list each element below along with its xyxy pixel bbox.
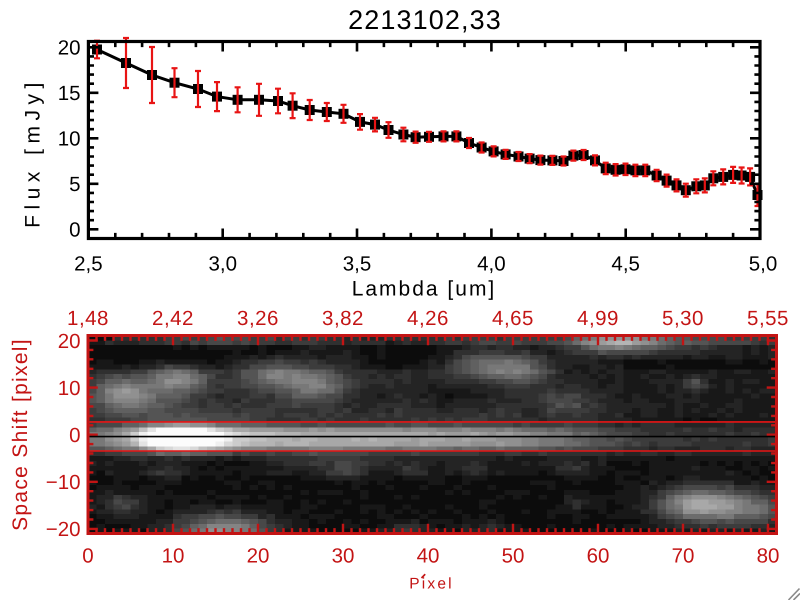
svg-text:2,42: 2,42 (152, 307, 194, 330)
svg-text:−20: −20 (46, 518, 81, 541)
svg-text:0: 0 (69, 424, 80, 447)
svg-text:Flux [mJy]: Flux [mJy] (22, 77, 45, 228)
svg-text:4,65: 4,65 (492, 307, 534, 330)
svg-text:4,99: 4,99 (577, 307, 619, 330)
svg-text:10: 10 (162, 545, 185, 568)
svg-text:4,0: 4,0 (477, 253, 506, 276)
svg-text:80: 80 (757, 545, 780, 568)
svg-text:1,48: 1,48 (67, 307, 109, 330)
svg-text:70: 70 (672, 545, 695, 568)
svg-text:2213102,33: 2213102,33 (348, 5, 502, 35)
svg-text:10: 10 (58, 128, 81, 151)
svg-text:−10: −10 (46, 471, 81, 494)
svg-text:50: 50 (502, 545, 525, 568)
svg-text:20: 20 (247, 545, 270, 568)
svg-text:Space Shift [pixel]: Space Shift [pixel] (9, 338, 32, 531)
svg-text:5,55: 5,55 (747, 307, 789, 330)
svg-text:10: 10 (58, 377, 81, 400)
svg-text:3,0: 3,0 (208, 253, 237, 276)
svg-text:5: 5 (69, 173, 80, 196)
svg-text:20: 20 (58, 37, 81, 60)
svg-text:5,30: 5,30 (662, 307, 704, 330)
svg-text:Lambda [um]: Lambda [um] (352, 278, 497, 301)
svg-text:3,26: 3,26 (237, 307, 279, 330)
svg-text:0: 0 (69, 219, 80, 242)
svg-text:2,5: 2,5 (74, 253, 103, 276)
svg-text:0: 0 (82, 545, 93, 568)
svg-text:20: 20 (58, 330, 81, 353)
svg-text:4,5: 4,5 (611, 253, 640, 276)
svg-text:15: 15 (58, 82, 81, 105)
svg-text:30: 30 (332, 545, 355, 568)
svg-text:5,0: 5,0 (749, 253, 778, 276)
svg-text:Pixel: Pixel (409, 576, 454, 593)
svg-text:3,5: 3,5 (343, 253, 372, 276)
svg-text:60: 60 (587, 545, 610, 568)
svg-text:3,82: 3,82 (322, 307, 364, 330)
svg-text:4,26: 4,26 (407, 307, 449, 330)
svg-text:40: 40 (417, 545, 440, 568)
